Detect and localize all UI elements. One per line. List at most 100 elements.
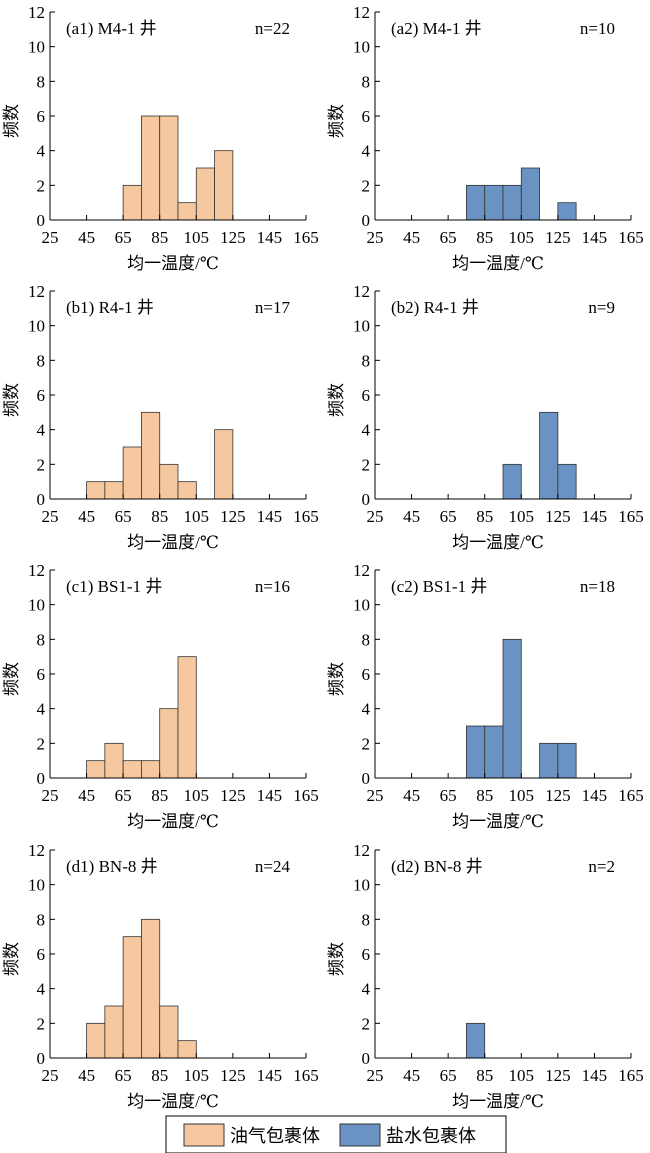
sample-count: n=10 — [580, 19, 615, 38]
y-tick-label: 8 — [362, 910, 371, 929]
y-tick-label: 6 — [362, 386, 371, 405]
histogram-bar — [502, 463, 522, 500]
histogram-bar — [159, 463, 179, 500]
x-axis-label: 均一温度/℃ — [127, 812, 219, 831]
y-tick-label: 6 — [362, 665, 371, 684]
histogram-bar — [214, 429, 234, 500]
legend-label-brine: 盐水包裹体 — [386, 1126, 476, 1146]
histogram-bar — [539, 411, 559, 500]
panel-b1: 0 2 4 6 8 10 12 25 45 65 85 105 125 145 165 均一温度/℃ 频数 (b1… — [2, 282, 319, 552]
y-tick-label: 8 — [362, 351, 371, 370]
y-axis-label: 频数 — [2, 104, 21, 138]
x-axis-label: 均一温度/℃ — [452, 533, 544, 552]
x-tick-label: 125 — [545, 1066, 571, 1085]
x-tick-label: 45 — [78, 1066, 95, 1085]
x-tick-label: 25 — [42, 228, 59, 247]
histogram-bar — [539, 742, 559, 779]
histogram-bar — [177, 1040, 197, 1059]
panel-a2: 0 2 4 6 8 10 12 25 45 65 85 105 125 145 165 均一温度/℃ 频数 (a2… — [327, 3, 644, 273]
panel-title: (a2) M4-1 井 — [391, 19, 482, 38]
x-tick-label: 125 — [545, 786, 571, 805]
legend-label-oil: 油气包裹体 — [230, 1126, 320, 1146]
x-tick-label: 45 — [78, 786, 95, 805]
histogram-bar — [557, 202, 577, 221]
x-tick-label: 25 — [42, 786, 59, 805]
x-tick-label: 165 — [618, 228, 644, 247]
x-tick-label: 25 — [42, 1066, 59, 1085]
y-tick-label: 0 — [37, 1049, 46, 1068]
panel-title: (d2) BN-8 井 — [391, 857, 483, 876]
y-tick-label: 10 — [28, 596, 45, 615]
y-tick-label: 8 — [37, 351, 46, 370]
y-tick-label: 2 — [37, 455, 46, 474]
panel-a1: 0 2 4 6 8 10 12 25 45 65 85 105 125 145 165 均一温度/℃ 频数 (a1… — [2, 3, 319, 273]
panel-title: (c1) BS1-1 井 — [66, 577, 162, 596]
y-axis-label: 频数 — [2, 662, 21, 696]
x-tick-label: 25 — [367, 507, 384, 526]
x-tick-label: 145 — [582, 228, 608, 247]
histogram-bar — [484, 725, 504, 779]
y-tick-label: 2 — [362, 176, 371, 195]
histogram-bar — [557, 463, 577, 500]
y-axis-label: 频数 — [327, 662, 346, 696]
x-tick-label: 125 — [545, 507, 571, 526]
sample-count: n=22 — [255, 19, 290, 38]
y-tick-label: 2 — [37, 1014, 46, 1033]
histogram-bar — [159, 1005, 179, 1059]
panel-title: (c2) BS1-1 井 — [391, 577, 487, 596]
histogram-bar — [104, 1005, 124, 1059]
histogram-bar — [177, 656, 197, 779]
x-tick-label: 65 — [440, 786, 457, 805]
y-tick-label: 12 — [28, 282, 45, 301]
y-tick-label: 6 — [37, 665, 46, 684]
y-tick-label: 4 — [362, 421, 371, 440]
x-axis-label: 均一温度/℃ — [452, 1092, 544, 1111]
x-tick-label: 105 — [509, 507, 535, 526]
x-tick-label: 105 — [184, 507, 210, 526]
y-tick-label: 4 — [37, 142, 46, 161]
x-tick-label: 65 — [115, 786, 132, 805]
sample-count: n=18 — [580, 577, 615, 596]
y-tick-label: 10 — [28, 317, 45, 336]
histogram-bar — [466, 725, 486, 779]
x-tick-label: 105 — [509, 786, 535, 805]
x-tick-label: 105 — [509, 228, 535, 247]
legend-swatch-brine — [339, 1123, 381, 1147]
x-tick-label: 165 — [618, 507, 644, 526]
legend-swatch-oil — [183, 1123, 225, 1147]
y-tick-label: 2 — [362, 734, 371, 753]
y-tick-label: 8 — [37, 630, 46, 649]
y-axis-label: 频数 — [327, 942, 346, 976]
histogram-bar — [214, 150, 234, 221]
x-tick-label: 45 — [78, 507, 95, 526]
y-tick-label: 0 — [37, 211, 46, 230]
x-tick-label: 85 — [151, 1066, 168, 1085]
y-axis-label: 频数 — [327, 383, 346, 417]
x-tick-label: 85 — [151, 507, 168, 526]
y-tick-label: 8 — [362, 72, 371, 91]
y-tick-label: 12 — [353, 841, 370, 860]
x-tick-label: 65 — [115, 228, 132, 247]
x-tick-label: 85 — [151, 228, 168, 247]
sample-count: n=17 — [255, 298, 291, 317]
panel-c1: 0 2 4 6 8 10 12 25 45 65 85 105 125 145 165 均一温度/℃ 频数 (c1… — [2, 561, 319, 831]
y-tick-label: 6 — [362, 107, 371, 126]
x-tick-label: 125 — [220, 1066, 246, 1085]
x-tick-label: 145 — [257, 228, 283, 247]
x-tick-label: 25 — [367, 228, 384, 247]
y-tick-label: 2 — [37, 734, 46, 753]
y-tick-label: 10 — [353, 596, 370, 615]
x-tick-label: 85 — [476, 228, 493, 247]
x-tick-label: 165 — [293, 507, 319, 526]
x-tick-label: 25 — [42, 507, 59, 526]
y-tick-label: 10 — [28, 876, 45, 895]
histogram-bar — [159, 708, 179, 779]
histogram-bar — [177, 481, 197, 500]
histogram-bar — [122, 184, 142, 221]
y-tick-label: 12 — [353, 3, 370, 22]
y-tick-label: 12 — [28, 561, 45, 580]
y-tick-label: 6 — [362, 945, 371, 964]
y-tick-label: 12 — [353, 561, 370, 580]
y-tick-label: 10 — [28, 38, 45, 57]
